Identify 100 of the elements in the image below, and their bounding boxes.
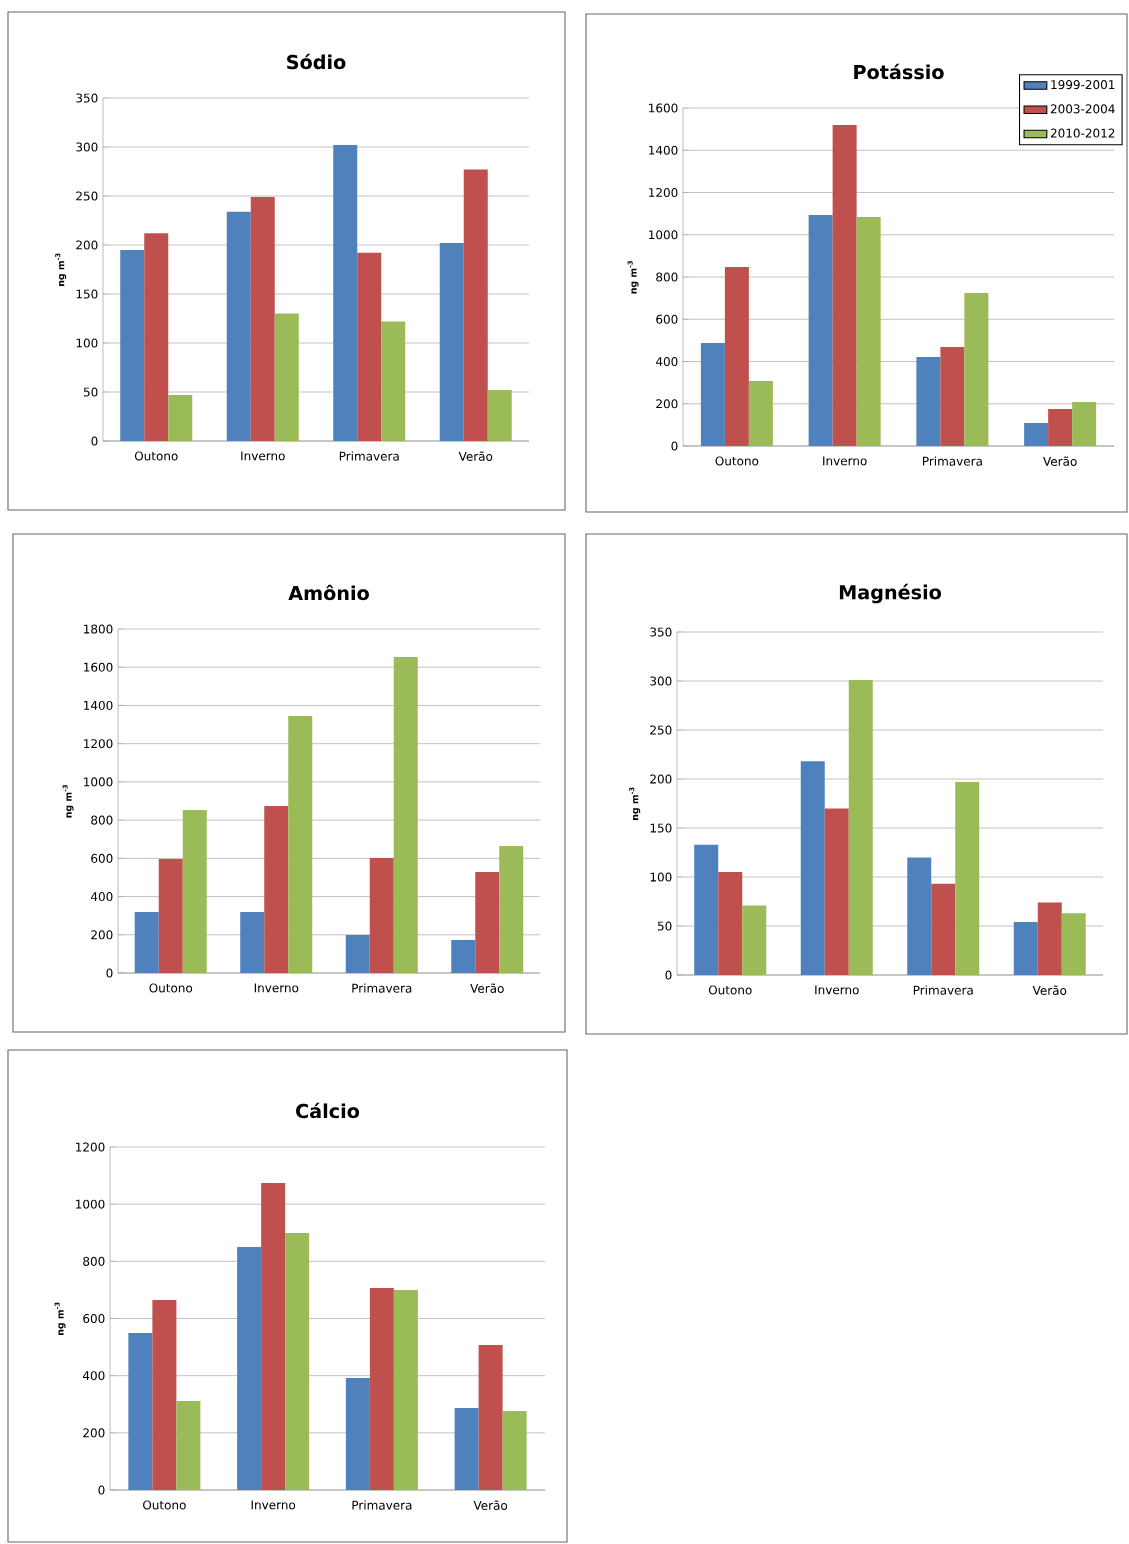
y-tick-label: 1000 bbox=[649, 230, 678, 240]
y-tick-label: 0 bbox=[98, 1485, 105, 1495]
x-tick-label: Verão bbox=[470, 983, 504, 993]
bar bbox=[832, 125, 857, 446]
bar bbox=[1048, 409, 1073, 446]
chart-title: Cálcio bbox=[296, 1102, 360, 1119]
y-tick-label: 300 bbox=[650, 676, 672, 686]
y-tick-label: 1600 bbox=[649, 103, 678, 113]
bar bbox=[158, 858, 183, 974]
y-tick-label: 100 bbox=[76, 338, 98, 348]
x-tick-label: Inverno bbox=[823, 456, 867, 466]
bar bbox=[345, 934, 370, 974]
bar bbox=[250, 196, 275, 442]
y-tick-label: 50 bbox=[657, 921, 672, 931]
y-tick-label: 600 bbox=[83, 1313, 105, 1324]
y-tick-label: 200 bbox=[656, 399, 678, 409]
y-tick-label: 0 bbox=[106, 968, 113, 978]
bar bbox=[393, 1289, 418, 1491]
bar bbox=[694, 844, 719, 976]
y-tick-label: 600 bbox=[91, 853, 113, 863]
legend-label: 2010-2012 bbox=[1050, 128, 1115, 138]
y-axis-title: ng m$^{-3}$ bbox=[629, 787, 641, 820]
bar bbox=[1061, 913, 1086, 976]
y-axis-title: ng m$^{-3}$ bbox=[55, 253, 67, 286]
bar bbox=[226, 211, 251, 442]
x-tick-label: Outono bbox=[134, 451, 178, 461]
bar bbox=[856, 217, 881, 446]
bar bbox=[357, 252, 382, 442]
x-tick-label: Inverno bbox=[815, 985, 859, 995]
y-tick-label: 800 bbox=[656, 272, 678, 282]
bar bbox=[393, 656, 418, 974]
y-tick-label: 200 bbox=[76, 240, 98, 250]
bar bbox=[451, 939, 476, 974]
bar bbox=[144, 233, 169, 442]
bar bbox=[1072, 402, 1097, 446]
y-tick-label: 0 bbox=[91, 436, 98, 446]
x-tick-label: Inverno bbox=[254, 983, 299, 993]
y-axis-title: ng m$^{-3}$ bbox=[54, 1302, 66, 1335]
bar bbox=[700, 343, 725, 446]
bar bbox=[285, 1233, 310, 1491]
bar bbox=[478, 1345, 503, 1491]
bar bbox=[463, 169, 488, 442]
chart-title: Magnésio bbox=[839, 583, 942, 604]
y-tick-label: 200 bbox=[83, 1428, 105, 1438]
bar bbox=[182, 809, 207, 974]
bar bbox=[964, 293, 989, 446]
x-tick-label: Verão bbox=[458, 451, 493, 461]
bar bbox=[907, 857, 932, 976]
y-tick-label: 1000 bbox=[76, 1199, 105, 1209]
bar bbox=[487, 390, 512, 442]
x-tick-label: Verão bbox=[1032, 985, 1067, 995]
bar bbox=[1013, 922, 1038, 976]
bar bbox=[128, 1333, 153, 1491]
bar bbox=[176, 1401, 201, 1491]
y-tick-label: 1200 bbox=[649, 187, 678, 198]
bar bbox=[916, 357, 941, 446]
x-tick-label: Primavera bbox=[923, 456, 982, 466]
bar bbox=[439, 243, 464, 442]
y-tick-label: 1000 bbox=[84, 777, 113, 787]
y-tick-label: 250 bbox=[76, 191, 98, 201]
y-tick-label: 400 bbox=[655, 356, 678, 367]
bar bbox=[134, 912, 159, 974]
bar bbox=[718, 872, 743, 976]
y-tick-label: 400 bbox=[82, 1371, 105, 1381]
x-tick-label: Outono bbox=[715, 456, 759, 466]
x-tick-label: Outono bbox=[143, 1500, 186, 1510]
y-tick-label: 350 bbox=[650, 627, 672, 637]
y-tick-label: 0 bbox=[665, 970, 672, 980]
y-tick-label: 300 bbox=[76, 142, 98, 152]
y-tick-label: 1200 bbox=[76, 1142, 105, 1152]
bar bbox=[940, 346, 965, 446]
bar bbox=[264, 805, 289, 974]
y-tick-label: 200 bbox=[91, 930, 113, 940]
bar bbox=[808, 215, 833, 446]
y-axis-title: ng m$^{-3}$ bbox=[62, 785, 74, 818]
bar bbox=[333, 145, 358, 442]
y-tick-label: 1400 bbox=[84, 700, 113, 710]
y-tick-label: 0 bbox=[671, 441, 678, 451]
bar bbox=[369, 857, 394, 974]
bar bbox=[237, 1247, 262, 1491]
bar bbox=[724, 267, 749, 446]
bar bbox=[454, 1407, 479, 1491]
y-tick-label: 150 bbox=[76, 289, 98, 299]
y-tick-label: 800 bbox=[91, 815, 113, 825]
bar bbox=[369, 1287, 394, 1491]
y-tick-label: 1400 bbox=[649, 145, 678, 155]
bar bbox=[742, 905, 767, 976]
bar bbox=[800, 761, 825, 976]
x-tick-label: Outono bbox=[149, 983, 193, 993]
y-tick-label: 400 bbox=[90, 892, 113, 902]
y-tick-label: 600 bbox=[656, 314, 678, 324]
bar bbox=[381, 321, 406, 442]
y-tick-label: 1200 bbox=[84, 739, 113, 749]
bar bbox=[240, 912, 265, 974]
bar bbox=[168, 394, 193, 442]
x-tick-label: Outono bbox=[708, 985, 752, 995]
chart-title: Sódio bbox=[287, 53, 346, 70]
x-tick-label: Inverno bbox=[241, 451, 285, 461]
y-tick-label: 1600 bbox=[84, 662, 113, 672]
x-tick-label: Verão bbox=[1043, 456, 1077, 466]
